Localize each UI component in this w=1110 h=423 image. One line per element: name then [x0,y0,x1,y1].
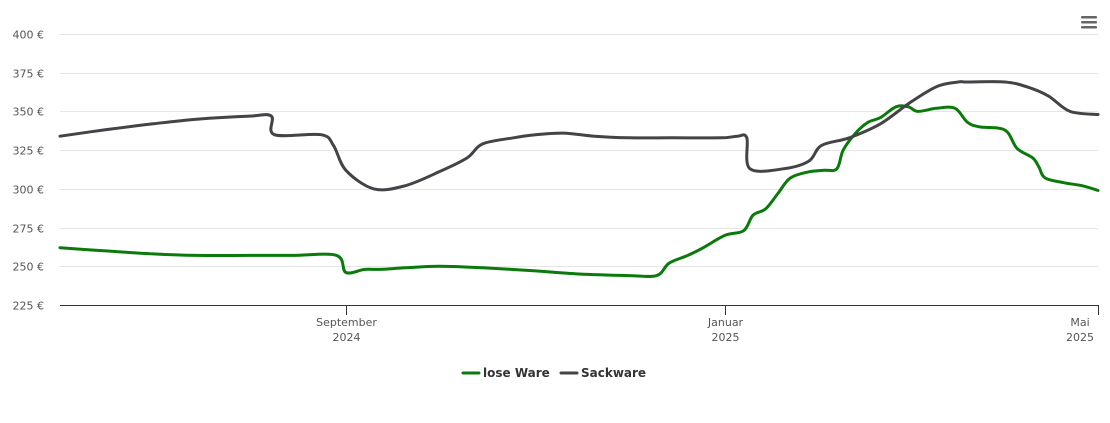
y-tick-label: 300 € [13,184,45,197]
legend: lose Ware Sackware [461,366,646,380]
series-line-sackware[interactable] [58,80,1100,192]
chart-context-menu-button[interactable] [1077,11,1101,33]
y-tick-label: 225 € [13,300,45,313]
y-tick-label: 375 € [13,68,45,81]
y-tick-label: 325 € [13,145,45,158]
legend-item[interactable]: lose Ware [461,366,550,380]
legend-item[interactable]: Sackware [559,366,646,380]
y-tick-label: 350 € [13,106,45,119]
x-tick-label-month: September [316,316,377,329]
x-axis: September 2024 Januar 2025 Mai 2025 [60,305,1099,344]
x-tick-label-year: 2025 [712,331,740,344]
y-axis: 225 € 250 € 275 € 300 € 325 € 350 € 375 € 400 € [13,29,45,313]
x-tick-label-month: Januar [707,316,744,329]
y-tick-label: 400 € [13,29,45,42]
x-tick-label-year: 2025 [1066,331,1094,344]
x-tick-label-year: 2024 [333,331,361,344]
grid-lines [60,34,1098,267]
legend-label: lose Ware [483,366,550,380]
hamburger-menu-icon [1081,16,1097,29]
series-line-lose-ware[interactable] [58,104,1100,279]
y-tick-label: 275 € [13,223,45,236]
x-tick-label-month: Mai [1070,316,1089,329]
series-lines [58,80,1100,279]
y-tick-label: 250 € [13,261,45,274]
legend-label: Sackware [581,366,646,380]
